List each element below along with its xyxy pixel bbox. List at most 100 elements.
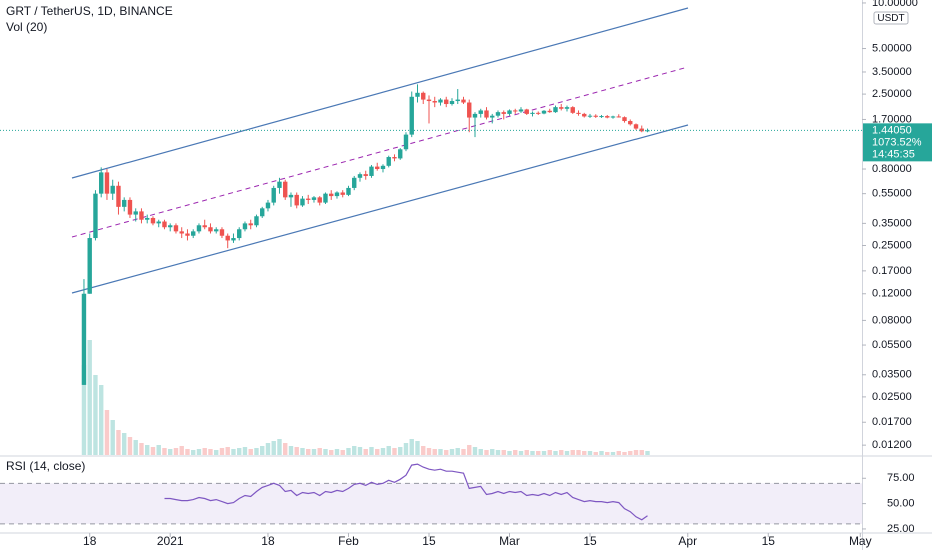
volume-bar (254, 448, 259, 455)
candle-body (133, 211, 138, 215)
volume-bar (513, 450, 518, 455)
candle-body (139, 211, 144, 220)
candle-body (403, 134, 409, 150)
symbol-legend[interactable]: GRT / TetherUS, 1D, BINANCE (6, 4, 173, 18)
candle-body (472, 113, 478, 118)
channel-mid-line[interactable] (71, 66, 689, 238)
candle-body (639, 128, 644, 132)
candle-body (495, 112, 501, 116)
volume-bar (334, 449, 340, 455)
candle-body (185, 233, 190, 236)
volume-bar (156, 445, 161, 455)
candle-body (369, 166, 374, 176)
volume-bar (582, 451, 587, 455)
candle-body (81, 293, 87, 385)
volume-bar (415, 441, 420, 455)
candle-body (116, 185, 121, 207)
candle-body (340, 192, 345, 195)
price-tick-label: 1.70000 (872, 113, 912, 125)
price-tick-label: 0.05500 (872, 339, 912, 351)
candle-body (415, 92, 420, 97)
candle-body (254, 216, 259, 226)
candle-body (616, 116, 621, 118)
candle-body (375, 166, 380, 170)
rsi-band (0, 483, 862, 524)
candle-body (334, 192, 340, 197)
volume-bar (438, 449, 443, 455)
candle-body (248, 223, 253, 226)
volume-bar (599, 451, 604, 455)
time-tick-label: Feb (338, 534, 359, 548)
candle-body (541, 110, 547, 114)
volume-bar (150, 447, 156, 455)
volume-bar (536, 451, 541, 455)
volume-bar (196, 449, 202, 455)
volume-bar (616, 451, 621, 455)
time-tick-label: 2021 (157, 534, 184, 548)
volume-bar (564, 451, 570, 455)
channel-lower-line[interactable] (71, 124, 689, 294)
rsi-legend[interactable]: RSI (14, close) (6, 459, 85, 473)
candle-body (168, 225, 173, 228)
candle-body (317, 197, 322, 203)
rsi-tick-label: 75.00 (887, 472, 915, 484)
volume-bar (570, 450, 575, 455)
candle-body (156, 221, 161, 224)
candle-body (576, 112, 581, 114)
volume-bar (99, 385, 104, 455)
candle-body (191, 231, 196, 236)
volume-bar (461, 449, 466, 455)
candle-body (300, 198, 305, 206)
price-tick-label: 0.08000 (872, 314, 912, 326)
price-tick-label: 10.00000 (872, 0, 918, 9)
volume-bar (277, 439, 282, 455)
volume-bar (478, 449, 483, 455)
volume-bar (237, 448, 242, 455)
rsi-tick-label: 50.00 (887, 498, 915, 510)
candle-body (283, 181, 288, 198)
candle-body (237, 229, 242, 239)
volume-bar (495, 450, 501, 455)
candle-body (490, 115, 495, 118)
volume-bar (432, 449, 437, 455)
price-tick-label: 3.50000 (872, 66, 912, 78)
volume-bar (547, 450, 552, 455)
price-tick-label: 0.12000 (872, 288, 912, 300)
volume-bar (346, 448, 351, 455)
candle-body (346, 187, 351, 195)
volume-bar (426, 448, 432, 455)
volume-bar (398, 447, 403, 455)
candle-body (553, 107, 558, 113)
candle-body (547, 110, 552, 113)
candle-body (214, 229, 219, 232)
last-price-box (863, 123, 932, 162)
volume-bar (593, 452, 598, 455)
volume-bar (300, 448, 305, 455)
currency-box[interactable] (873, 11, 909, 25)
candle-body (426, 99, 432, 102)
volume-bar (323, 449, 328, 455)
volume-bar (248, 449, 253, 455)
volume-bar (645, 451, 650, 455)
candle-body (127, 199, 133, 215)
volume-bar (87, 340, 92, 455)
time-tick-label: 15 (422, 534, 436, 548)
candle-body (518, 109, 524, 112)
rsi-line (164, 463, 648, 521)
candle-body (208, 227, 213, 232)
change-label: 1073.52% (872, 136, 922, 148)
countdown-label: 14:45:35 (872, 148, 915, 160)
volume-bar (467, 445, 472, 455)
time-tick-label: Apr (678, 534, 697, 548)
volume-bar (605, 452, 610, 455)
volume-bar (271, 441, 276, 455)
candle-body (587, 115, 593, 117)
candle-body (524, 109, 529, 114)
volume-legend[interactable]: Vol (20) (6, 20, 47, 34)
currency-label[interactable]: USDT (877, 13, 904, 24)
candle-body (231, 238, 236, 241)
channel-upper-line[interactable] (71, 7, 689, 179)
candle-body (363, 174, 368, 176)
volume-bar (352, 446, 357, 455)
